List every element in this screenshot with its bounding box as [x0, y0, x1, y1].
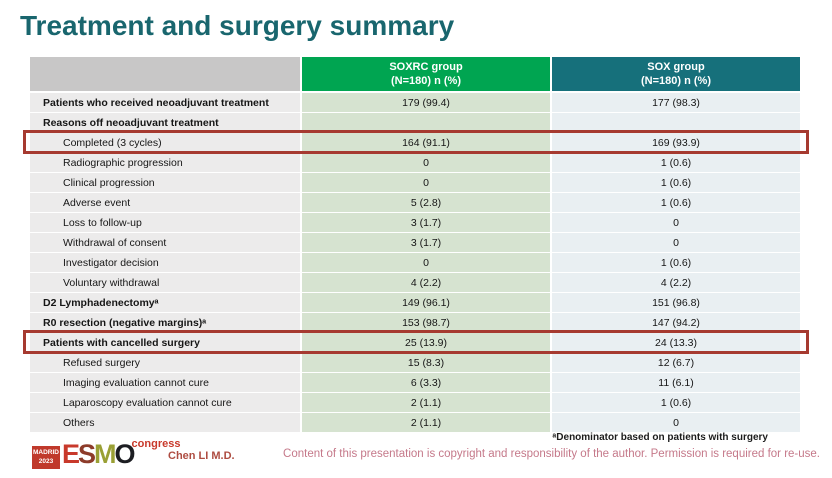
- cell-sox: 1 (0.6): [552, 153, 800, 172]
- row-label: Investigator decision: [30, 253, 300, 272]
- table-row: Reasons off neoadjuvant treatment: [30, 113, 800, 132]
- table-row: Laparoscopy evaluation cannot cure 2 (1.…: [30, 393, 800, 412]
- cell-sox: 0: [552, 213, 800, 232]
- table-row: Refused surgery 15 (8.3) 12 (6.7): [30, 353, 800, 372]
- row-label: Patients who received neoadjuvant treatm…: [30, 93, 300, 112]
- row-label: Clinical progression: [30, 173, 300, 192]
- cell-soxrc: 3 (1.7): [302, 213, 550, 232]
- cell-soxrc: 164 (91.1): [302, 133, 550, 152]
- table-row: Others 2 (1.1) 0: [30, 413, 800, 432]
- row-label: Loss to follow-up: [30, 213, 300, 232]
- table-footnote: ᵃDenominator based on patients with surg…: [552, 432, 768, 443]
- row-label: D2 Lymphadenectomyᵃ: [30, 293, 300, 312]
- table-row: Radiographic progression 0 1 (0.6): [30, 153, 800, 172]
- header-empty-cell: [30, 57, 300, 91]
- cell-sox: 169 (93.9): [552, 133, 800, 152]
- row-label: Others: [30, 413, 300, 432]
- row-label: Voluntary withdrawal: [30, 273, 300, 292]
- congress-label: congress: [131, 438, 181, 450]
- cell-sox: 1 (0.6): [552, 173, 800, 192]
- table-row: Adverse event 5 (2.8) 1 (0.6): [30, 193, 800, 212]
- cell-soxrc: 5 (2.8): [302, 193, 550, 212]
- table-row: Patients with cancelled surgery 25 (13.9…: [23, 330, 809, 354]
- esmo-congress-logo: MADRID 2023 ESMO congress: [32, 438, 181, 469]
- cell-soxrc: [302, 113, 550, 132]
- author-name: Chen LI M.D.: [168, 450, 235, 462]
- copyright-notice: Content of this presentation is copyrigh…: [283, 448, 820, 460]
- madrid-2023-badge: MADRID 2023: [32, 446, 60, 469]
- table-row: Voluntary withdrawal 4 (2.2) 4 (2.2): [30, 273, 800, 292]
- cell-sox: 11 (6.1): [552, 373, 800, 392]
- table-header-row: SOXRC group (N=180) n (%) SOX group (N=1…: [30, 57, 800, 91]
- cell-sox: 177 (98.3): [552, 93, 800, 112]
- table-row: Completed (3 cycles) 164 (91.1) 169 (93.…: [23, 130, 809, 154]
- cell-sox: 12 (6.7): [552, 353, 800, 372]
- row-label: Withdrawal of consent: [30, 233, 300, 252]
- table-row: Loss to follow-up 3 (1.7) 0: [30, 213, 800, 232]
- cell-soxrc: 153 (98.7): [302, 313, 550, 332]
- row-label: Laparoscopy evaluation cannot cure: [30, 393, 300, 412]
- cell-sox: 0: [552, 233, 800, 252]
- row-label: R0 resection (negative margins)ᵃ: [30, 313, 300, 332]
- table-row: Investigator decision 0 1 (0.6): [30, 253, 800, 272]
- header-sox-group: SOX group (N=180) n (%): [552, 57, 800, 91]
- table-body: Patients who received neoadjuvant treatm…: [23, 93, 809, 432]
- cell-sox: [552, 113, 800, 132]
- badge-year: 2023: [38, 457, 54, 465]
- cell-sox: 1 (0.6): [552, 393, 800, 412]
- row-label: Refused surgery: [30, 353, 300, 372]
- cell-sox: 147 (94.2): [552, 313, 800, 332]
- esmo-wordmark: ESMO: [62, 439, 136, 469]
- cell-sox: 0: [552, 413, 800, 432]
- cell-soxrc: 2 (1.1): [302, 393, 550, 412]
- cell-soxrc: 6 (3.3): [302, 373, 550, 392]
- cell-soxrc: 4 (2.2): [302, 273, 550, 292]
- row-label: Completed (3 cycles): [30, 133, 300, 152]
- badge-city: MADRID: [33, 449, 59, 457]
- header-soxrc-line1: SOXRC group: [389, 60, 463, 73]
- header-soxrc-group: SOXRC group (N=180) n (%): [302, 57, 550, 91]
- cell-soxrc: 179 (99.4): [302, 93, 550, 112]
- cell-soxrc: 0: [302, 153, 550, 172]
- table-row: Clinical progression 0 1 (0.6): [30, 173, 800, 192]
- header-sox-line2: (N=180) n (%): [641, 75, 711, 87]
- table-row: Withdrawal of consent 3 (1.7) 0: [30, 233, 800, 252]
- table-row: R0 resection (negative margins)ᵃ 153 (98…: [30, 313, 800, 332]
- cell-sox: 1 (0.6): [552, 253, 800, 272]
- cell-sox: 24 (13.3): [552, 333, 800, 352]
- cell-soxrc: 25 (13.9): [302, 333, 550, 352]
- table-row: D2 Lymphadenectomyᵃ 149 (96.1) 151 (96.8…: [30, 293, 800, 312]
- cell-sox: 151 (96.8): [552, 293, 800, 312]
- cell-soxrc: 15 (8.3): [302, 353, 550, 372]
- cell-soxrc: 0: [302, 253, 550, 272]
- row-label: Adverse event: [30, 193, 300, 212]
- row-label: Patients with cancelled surgery: [30, 333, 300, 352]
- cell-soxrc: 2 (1.1): [302, 413, 550, 432]
- row-label: Reasons off neoadjuvant treatment: [30, 113, 300, 132]
- cell-soxrc: 0: [302, 173, 550, 192]
- header-soxrc-line2: (N=180) n (%): [391, 75, 461, 87]
- row-label: Radiographic progression: [30, 153, 300, 172]
- cell-sox: 1 (0.6): [552, 193, 800, 212]
- table-row: Patients who received neoadjuvant treatm…: [30, 93, 800, 112]
- header-sox-line1: SOX group: [647, 60, 705, 73]
- cell-sox: 4 (2.2): [552, 273, 800, 292]
- summary-table: SOXRC group (N=180) n (%) SOX group (N=1…: [23, 57, 809, 433]
- page-title: Treatment and surgery summary: [20, 10, 455, 41]
- cell-soxrc: 3 (1.7): [302, 233, 550, 252]
- row-label: Imaging evaluation cannot cure: [30, 373, 300, 392]
- table-row: Imaging evaluation cannot cure 6 (3.3) 1…: [30, 373, 800, 392]
- cell-soxrc: 149 (96.1): [302, 293, 550, 312]
